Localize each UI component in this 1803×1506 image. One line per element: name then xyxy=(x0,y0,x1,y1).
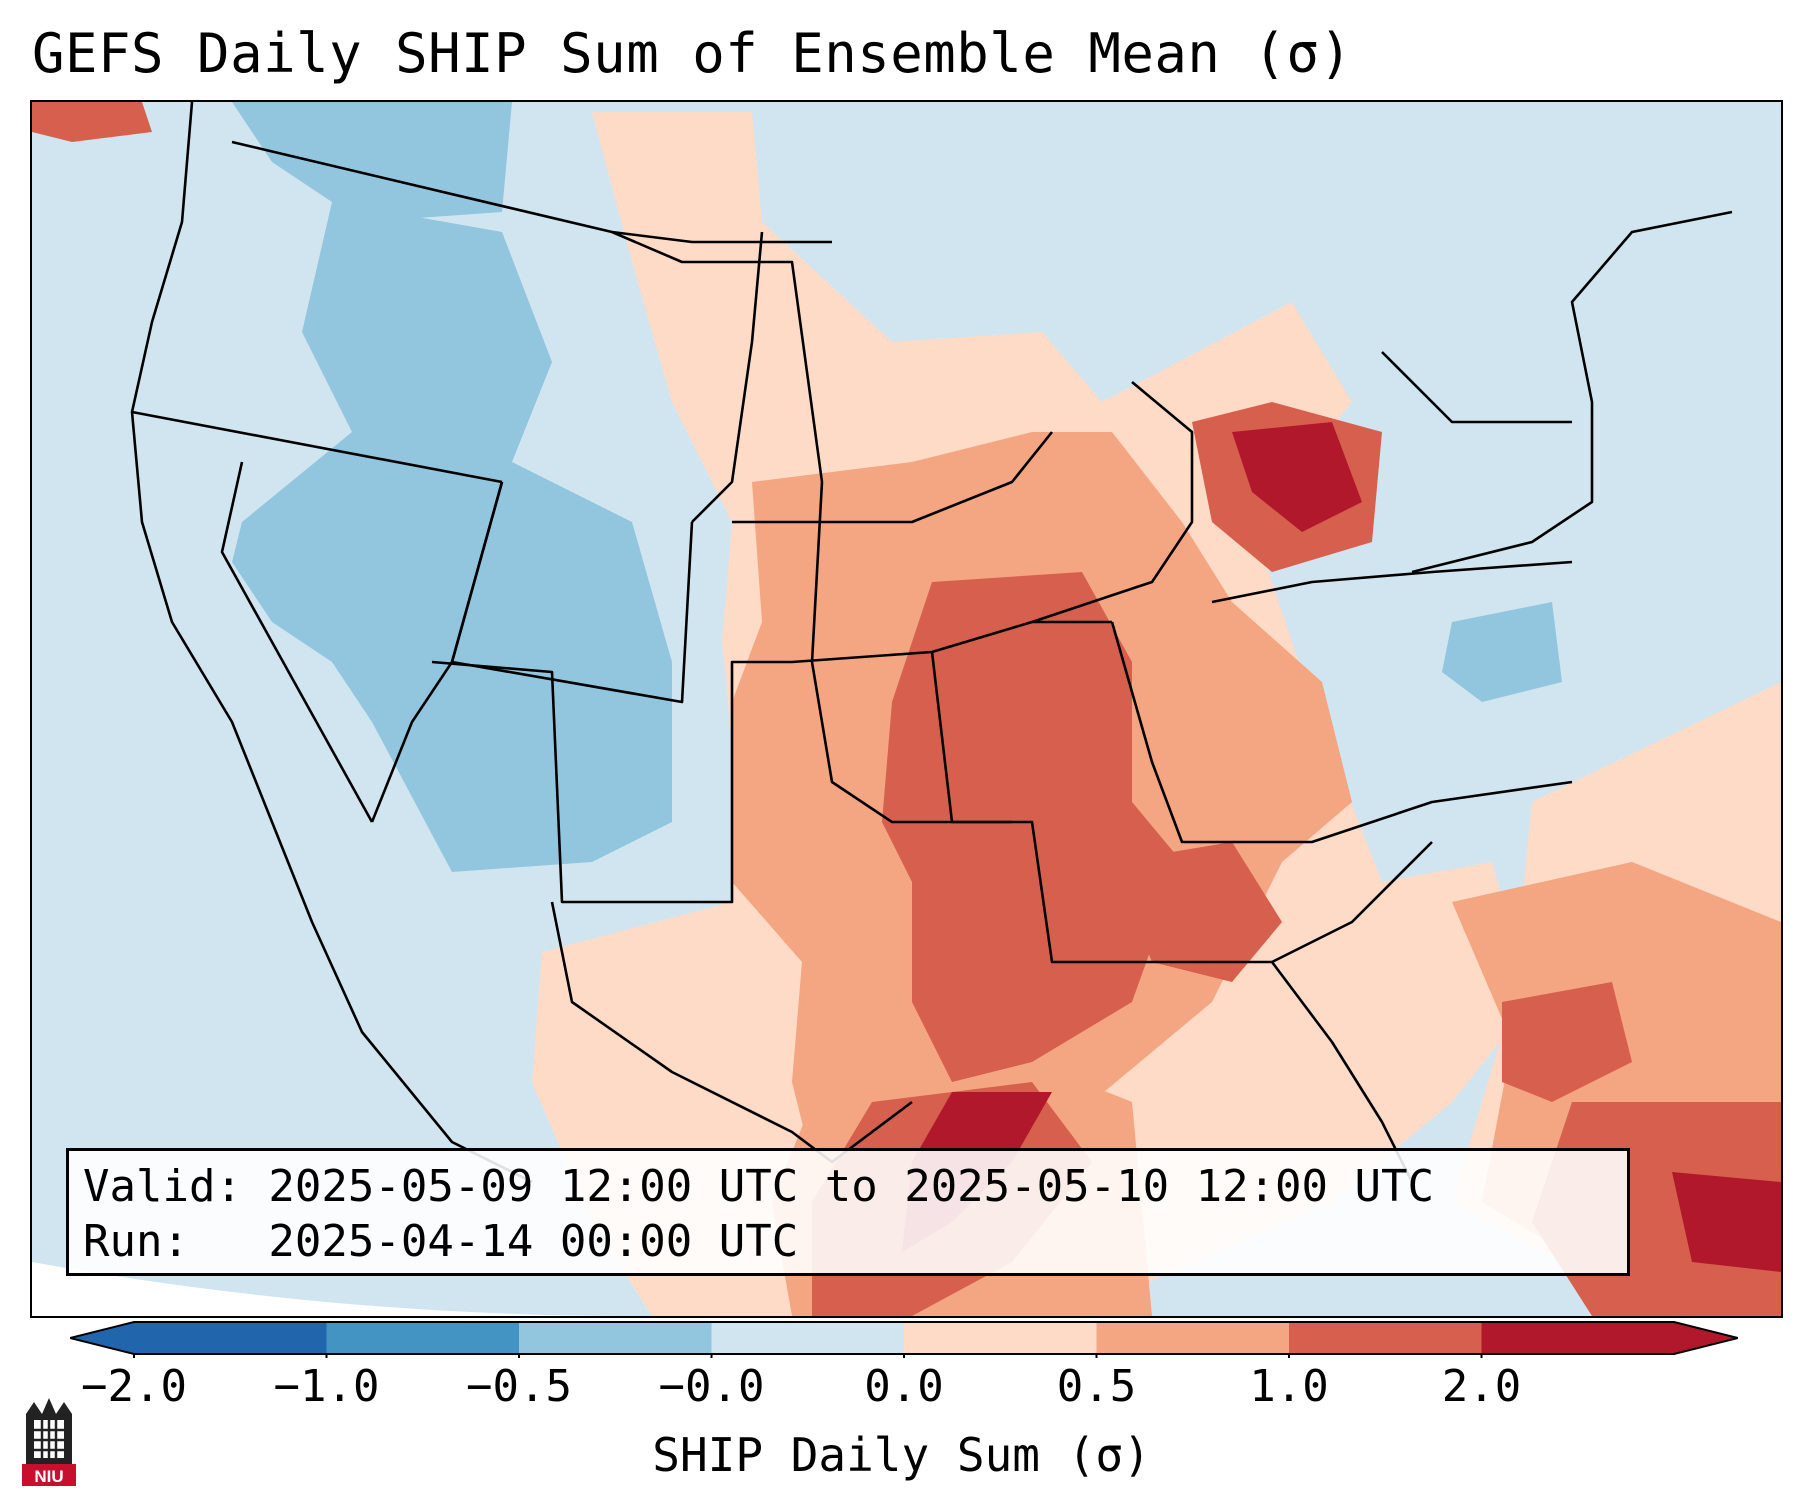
ship-anomaly-map xyxy=(32,102,1781,1316)
colorbar-segment xyxy=(519,1322,712,1354)
anomaly-zone-virginia-blue xyxy=(1442,602,1562,702)
colorbar-segment xyxy=(1096,1322,1290,1354)
anomaly-zone-atlantic-strongred xyxy=(1502,982,1632,1102)
colorbar-label: SHIP Daily Sum (σ) xyxy=(652,1428,1151,1482)
projection-outside-area xyxy=(32,1262,632,1316)
colorbar-extend-low xyxy=(70,1322,134,1354)
state-boundaries xyxy=(130,102,1733,1184)
colorbar-segment xyxy=(711,1322,905,1354)
valid-time-box: Valid: 2025-05-09 12:00 UTC to 2025-05-1… xyxy=(66,1148,1630,1276)
colorbar-segment xyxy=(904,1322,1097,1354)
niu-logo: NIU xyxy=(22,1398,76,1486)
colorbar-tick-label: −1.0 xyxy=(273,1361,380,1412)
colorbar-tick-label: −0.5 xyxy=(466,1361,572,1412)
anomaly-zone-michigan-darkred xyxy=(1232,422,1362,532)
anomaly-zone-corner-darkred xyxy=(32,102,152,142)
anomaly-zone-north-blue xyxy=(232,102,512,222)
colorbar-segment xyxy=(134,1322,327,1354)
map-panel xyxy=(30,100,1783,1318)
colorbar-segment xyxy=(1481,1322,1675,1354)
colorbar-tick-label: 0.5 xyxy=(1056,1361,1137,1412)
colorbar-segment xyxy=(1289,1322,1482,1354)
map-title: GEFS Daily SHIP Sum of Ensemble Mean (σ) xyxy=(32,22,1353,85)
colorbar-tick-label: −0.0 xyxy=(658,1361,765,1412)
anomaly-zone-southeast-strongred xyxy=(1112,842,1282,982)
colorbar-tick-label: 0.0 xyxy=(864,1361,944,1412)
colorbar-extend-high xyxy=(1674,1322,1738,1354)
colorbar-tick-label: −2.0 xyxy=(81,1361,187,1412)
anomaly-zone-west-blue xyxy=(232,202,672,872)
anomaly-zone-caribbean-darkred xyxy=(1672,1172,1781,1272)
colorbar-tick-label: 1.0 xyxy=(1249,1361,1329,1412)
valid-time-line: Valid: 2025-05-09 12:00 UTC to 2025-05-1… xyxy=(83,1161,1435,1212)
anomaly-zone-idaho-blue xyxy=(412,292,512,462)
colorbar-segment xyxy=(326,1322,520,1354)
niu-logo-text: NIU xyxy=(34,1467,63,1486)
colorbar-tick-label: 2.0 xyxy=(1441,1361,1522,1412)
colorbar xyxy=(70,1321,1738,1358)
run-time-line: Run: 2025-04-14 00:00 UTC xyxy=(83,1216,799,1267)
